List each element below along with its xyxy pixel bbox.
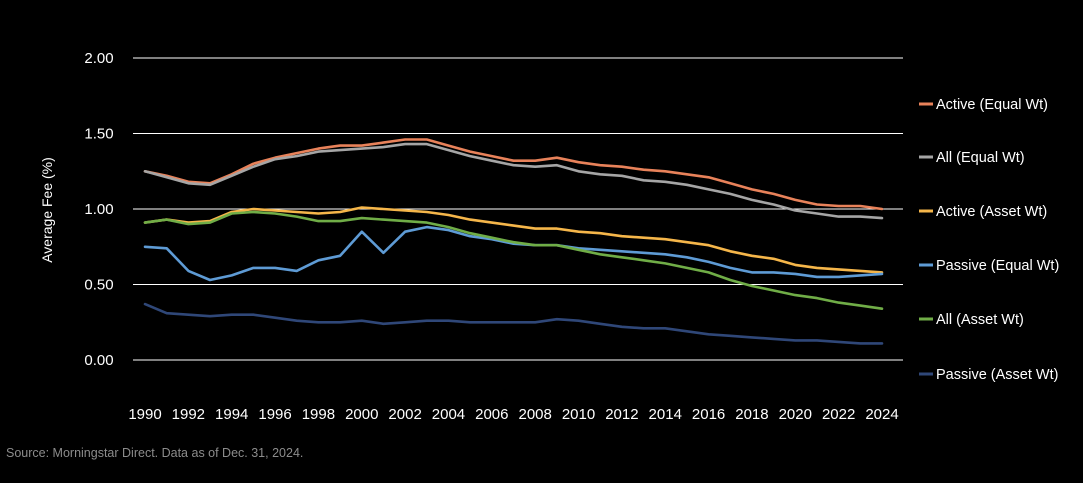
series-line-all-asset-wt (143, 210, 884, 311)
x-tick-label: 1994 (215, 406, 248, 423)
x-tick-label: 2004 (432, 406, 465, 423)
legend-label-all-asset-wt: All (Asset Wt) (936, 312, 1024, 328)
x-tick-label: 1996 (258, 406, 291, 423)
x-tick-label: 2020 (779, 406, 812, 423)
x-tick-label: 1998 (302, 406, 335, 423)
x-tick-label: 2010 (562, 406, 595, 423)
series-line-all-equal-wt (143, 142, 884, 220)
y-tick-label: 2.00 (84, 50, 113, 67)
x-tick-label: 1990 (128, 406, 161, 423)
y-tick-label: 1.00 (84, 201, 113, 218)
y-axis-ticks: 0.00 0.50 1.00 1.50 2.00 (84, 50, 113, 369)
x-tick-label: 2014 (649, 406, 682, 423)
legend-label-active-asset-wt: Active (Asset Wt) (936, 204, 1047, 220)
x-tick-label: 2018 (735, 406, 768, 423)
x-tick-label: 2024 (865, 406, 898, 423)
series-line-passive-asset-wt (143, 302, 884, 345)
series-line-passive-equal-wt (143, 225, 884, 282)
legend-label-all-equal-wt: All (Equal Wt) (936, 150, 1025, 166)
series-lines (143, 138, 884, 345)
series-line-active-equal-wt (143, 138, 884, 211)
x-tick-label: 2008 (518, 406, 551, 423)
x-tick-label: 2000 (345, 406, 378, 423)
x-tick-label: 2006 (475, 406, 508, 423)
y-tick-label: 1.50 (84, 126, 113, 143)
y-axis-label: Average Fee (%) (39, 157, 55, 263)
legend-label-passive-equal-wt: Passive (Equal Wt) (936, 258, 1059, 274)
x-tick-label: 2002 (388, 406, 421, 423)
x-tick-label: 2012 (605, 406, 638, 423)
source-note: Source: Morningstar Direct. Data as of D… (6, 446, 304, 460)
x-axis-ticks: 1990 1992 1994 1996 1998 2000 2002 2004 2006 2008… (128, 406, 898, 423)
x-tick-label: 1992 (172, 406, 205, 423)
legend: Active (Equal Wt) All (Equal Wt) Active (A… (919, 97, 1059, 383)
legend-label-passive-asset-wt: Passive (Asset Wt) (936, 367, 1058, 383)
x-tick-label: 2022 (822, 406, 855, 423)
legend-label-active-equal-wt: Active (Equal Wt) (936, 97, 1048, 113)
x-tick-label: 2016 (692, 406, 725, 423)
y-tick-label: 0.00 (84, 352, 113, 369)
y-tick-label: 0.50 (84, 277, 113, 294)
series-line-active-asset-wt (143, 206, 884, 274)
